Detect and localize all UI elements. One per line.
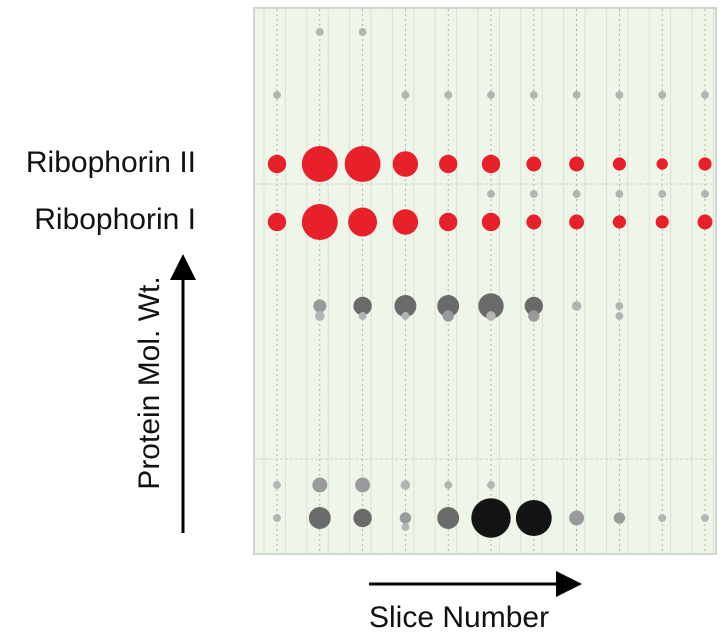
bubble-highlight [344, 146, 381, 182]
bubble-highlight [526, 156, 542, 172]
bubble-highlight [656, 158, 668, 170]
bubble [615, 312, 624, 320]
bubble [515, 500, 552, 536]
bubble [400, 480, 411, 490]
bubble [615, 302, 624, 310]
bubble-highlight [267, 154, 287, 174]
bubble-highlight [569, 214, 585, 230]
bubble [401, 523, 410, 531]
bubble [486, 311, 496, 321]
bubble [273, 91, 281, 99]
row-label-ribophorin-ii: Ribophorin II [25, 146, 196, 179]
bubble [437, 295, 460, 317]
bubble [308, 507, 331, 529]
bubble [529, 190, 538, 198]
bubble [487, 190, 495, 198]
bubble [528, 310, 540, 322]
bubble-highlight [526, 214, 542, 230]
bubble [437, 507, 460, 529]
bubble [572, 190, 581, 198]
bubble [444, 91, 453, 99]
x-axis-label: Slice Number [369, 601, 550, 634]
bubble [572, 91, 581, 99]
bubble [569, 510, 585, 526]
bubble-highlight [301, 146, 338, 182]
bubble [401, 312, 410, 320]
bubble [658, 190, 667, 198]
bubble [394, 295, 417, 317]
bubble [615, 91, 624, 99]
bubble [314, 311, 325, 321]
bubble [315, 28, 324, 36]
bubble [401, 91, 410, 99]
bubble-highlight [612, 157, 626, 171]
bubble-highlight [481, 154, 501, 174]
bubble [478, 293, 504, 319]
bubble [471, 498, 511, 538]
bubble [273, 514, 281, 522]
bubble [701, 91, 709, 99]
bubble [487, 91, 495, 99]
bubble [571, 301, 582, 311]
bubble [355, 477, 371, 493]
bubble-highlight [698, 157, 712, 171]
grid-lines [255, 9, 715, 553]
bubble [524, 296, 543, 316]
bubble [313, 299, 327, 313]
plot-panel [253, 7, 717, 555]
bubble [358, 312, 367, 320]
bubble-highlight [267, 212, 287, 232]
bubble [701, 190, 709, 198]
bubble [273, 481, 281, 489]
bubble [444, 481, 453, 489]
bubble [487, 481, 495, 489]
bubble [529, 91, 538, 99]
bubble [615, 190, 624, 198]
bubble-highlight [392, 151, 419, 177]
bubble-highlight [481, 212, 501, 232]
bubble [442, 310, 454, 322]
y-axis-label: Protein Mol. Wt. [133, 276, 166, 490]
row-label-ribophorin-i: Ribophorin I [34, 203, 196, 236]
bubble-highlight [301, 204, 338, 240]
bubble [658, 514, 667, 522]
bubble [358, 28, 367, 36]
x-axis-arrow [369, 571, 582, 597]
bubble-highlight [392, 209, 419, 235]
bubble-highlight [655, 215, 669, 229]
bubble-highlight [569, 156, 585, 172]
bubbles [267, 28, 713, 538]
y-axis-arrow [170, 254, 196, 533]
bubble [312, 477, 328, 493]
bubble [613, 512, 626, 524]
bubble-highlight [697, 214, 713, 230]
bubble-highlight [612, 215, 626, 229]
bubble-highlight [439, 212, 458, 232]
bubble-highlight [348, 207, 378, 237]
bubble-highlight [439, 154, 458, 174]
bubble [353, 508, 372, 528]
bubble [353, 296, 372, 316]
bubble [399, 512, 412, 524]
bubble [701, 514, 709, 522]
bubble [658, 91, 667, 99]
